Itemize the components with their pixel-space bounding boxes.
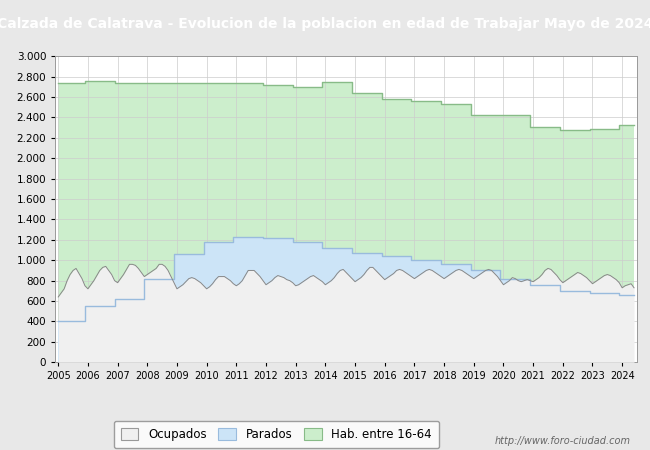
Text: Calzada de Calatrava - Evolucion de la poblacion en edad de Trabajar Mayo de 202: Calzada de Calatrava - Evolucion de la p… — [0, 17, 650, 31]
Text: http://www.foro-ciudad.com: http://www.foro-ciudad.com — [495, 436, 630, 446]
Legend: Ocupados, Parados, Hab. entre 16-64: Ocupados, Parados, Hab. entre 16-64 — [114, 421, 439, 448]
